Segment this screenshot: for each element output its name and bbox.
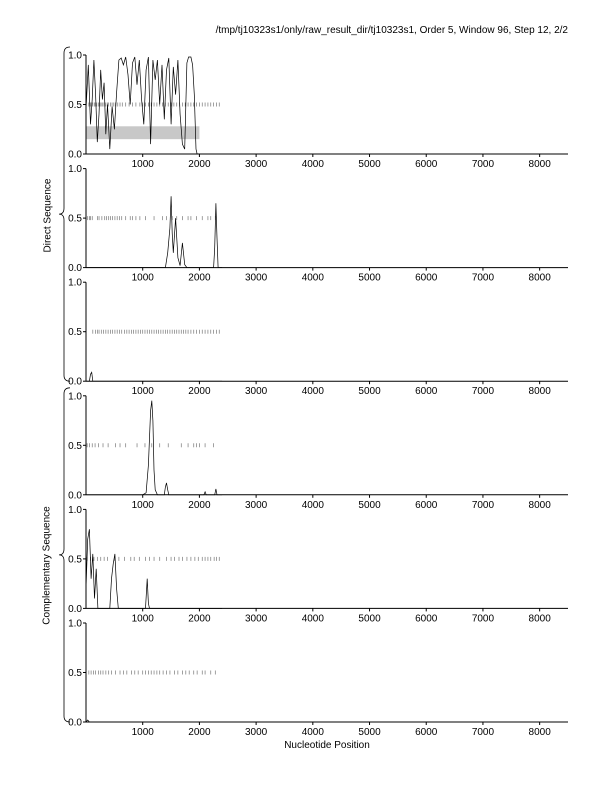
panel-6-y-tick-label: 0.5 (68, 668, 82, 679)
panel-5-x-tick-label: 5000 (358, 613, 381, 624)
panel-1-x-tick-label: 6000 (415, 159, 438, 170)
complementary-sequence-label: Complementary Sequence (41, 506, 53, 625)
panel-2-x-tick-label: 4000 (302, 273, 325, 284)
panel-3-x-tick-label: 1000 (132, 386, 155, 397)
page-title: /tmp/tj10323s1/only/raw_result_dir/tj103… (215, 25, 568, 36)
direct-group-brace (58, 46, 71, 382)
panel-6-x-tick-label: 6000 (415, 727, 438, 738)
panel-6-x-tick-label: 8000 (529, 727, 552, 738)
panel-2-series-line (86, 196, 223, 268)
panel-5-y-tick-label: 1.0 (68, 505, 82, 516)
panel-2-x-tick-label: 6000 (415, 273, 438, 284)
panel-5-x-tick-label: 3000 (245, 613, 268, 624)
panel-2-x-tick-label: 3000 (245, 273, 268, 284)
panel-4-y-tick-label: 0.0 (68, 490, 82, 501)
panel-4-x-tick-label: 1000 (132, 500, 155, 511)
panel-3-series-line (86, 371, 223, 382)
panel-6-x-tick-label: 7000 (472, 727, 495, 738)
panel-1-y-tick-label: 0.0 (68, 150, 82, 161)
complementary-group-brace (58, 387, 71, 723)
panel-5-x-tick-label: 2000 (188, 613, 211, 624)
panel-5-series-line (85, 529, 223, 609)
panel-2-x-tick-label: 2000 (188, 273, 211, 284)
panel-6-x-tick-label: 5000 (358, 727, 381, 738)
panel-2-y-tick-label: 0.0 (68, 263, 82, 274)
panel-4-x-tick-label: 4000 (302, 500, 325, 511)
panel-4-x-tick-label: 5000 (358, 500, 381, 511)
panel-4-x-tick-label: 8000 (529, 500, 552, 511)
panel-6-series-line (85, 719, 223, 723)
panel-6-x-tick-label: 2000 (188, 727, 211, 738)
panel-2-y-tick-label: 0.5 (68, 214, 82, 225)
panel-5-y-tick-label: 0.5 (68, 554, 82, 565)
panel-3-x-tick-label: 3000 (245, 386, 268, 397)
panel-4-y-tick-label: 0.5 (68, 441, 82, 452)
panel-3-x-tick-label: 5000 (358, 386, 381, 397)
panel-6-x-tick-label: 1000 (132, 727, 155, 738)
panel-1-x-tick-label: 8000 (529, 159, 552, 170)
panel-5-x-tick-label: 6000 (415, 613, 438, 624)
panel-6-y-tick-label: 1.0 (68, 619, 82, 630)
panel-1-y-tick-label: 1.0 (68, 51, 82, 62)
panel-2-x-tick-label: 7000 (472, 273, 495, 284)
panel-6-x-tick-label: 3000 (245, 727, 268, 738)
panel-3-y-tick-label: 1.0 (68, 278, 82, 289)
panel-5-x-tick-label: 4000 (302, 613, 325, 624)
panel-3-x-tick-label: 8000 (529, 386, 552, 397)
panel-3-y-tick-label: 0.5 (68, 327, 82, 338)
panel-5-y-tick-label: 0.0 (68, 604, 82, 615)
panel-1-x-tick-label: 2000 (188, 159, 211, 170)
panel-1-series-line (85, 56, 200, 155)
panel-4-x-tick-label: 3000 (245, 500, 268, 511)
x-axis-label: Nucleotide Position (284, 740, 370, 751)
panel-3-y-tick-label: 0.0 (68, 377, 82, 388)
panel-6-y-tick-label: 0.0 (68, 718, 82, 729)
panel-1-x-tick-label: 1000 (132, 159, 155, 170)
panel-3-x-tick-label: 6000 (415, 386, 438, 397)
panel-1-y-tick-label: 0.5 (68, 100, 82, 111)
panel-1-x-tick-label: 3000 (245, 159, 268, 170)
panel-5-x-tick-label: 8000 (529, 613, 552, 624)
panel-4-x-tick-label: 2000 (188, 500, 211, 511)
panel-2-x-tick-label: 5000 (358, 273, 381, 284)
panel-5-x-tick-label: 7000 (472, 613, 495, 624)
panel-1-x-tick-label: 4000 (302, 159, 325, 170)
panel-4-x-tick-label: 7000 (472, 500, 495, 511)
panel-1-x-tick-label: 7000 (472, 159, 495, 170)
panel-1-x-tick-label: 5000 (358, 159, 381, 170)
panel-5-x-tick-label: 1000 (132, 613, 155, 624)
direct-sequence-label: Direct Sequence (42, 178, 54, 253)
panel-3-x-tick-label: 2000 (188, 386, 211, 397)
panel-3-x-tick-label: 4000 (302, 386, 325, 397)
panel-4-x-tick-label: 6000 (415, 500, 438, 511)
panel-2-x-tick-label: 8000 (529, 273, 552, 284)
panel-2-y-tick-label: 1.0 (68, 164, 82, 175)
panel-1-highlight-band (86, 126, 200, 140)
panel-3-x-tick-label: 7000 (472, 386, 495, 397)
panel-6-x-tick-label: 4000 (302, 727, 325, 738)
panel-4-y-tick-label: 1.0 (68, 391, 82, 402)
panel-4-series-line (86, 400, 223, 496)
panel-2-x-tick-label: 1000 (132, 273, 155, 284)
